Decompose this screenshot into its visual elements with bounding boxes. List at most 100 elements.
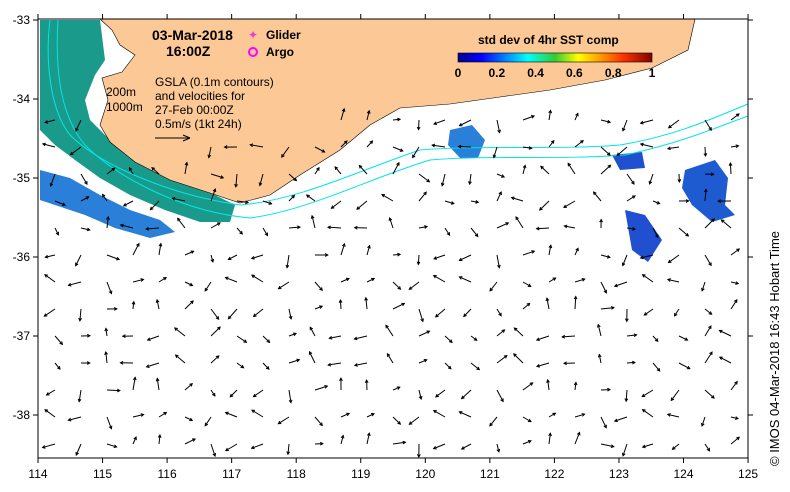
velocity-arrow <box>184 161 189 175</box>
velocity-arrow <box>184 416 194 422</box>
velocity-arrow <box>621 443 628 457</box>
velocity-arrow <box>262 200 273 205</box>
velocity-arrow <box>666 146 680 151</box>
velocity-arrow <box>145 362 160 368</box>
velocity-arrow <box>704 218 716 229</box>
velocity-arrow <box>210 355 220 364</box>
velocity-arrow <box>340 107 346 121</box>
velocity-arrow <box>548 139 555 148</box>
velocity-arrow <box>224 276 238 283</box>
velocity-arrow <box>158 242 163 256</box>
velocity-arrow <box>432 409 446 418</box>
velocity-arrow <box>545 297 550 310</box>
velocity-arrow <box>652 200 661 205</box>
velocity-arrow <box>122 200 134 207</box>
velocity-arrow <box>496 389 504 403</box>
velocity-arrow <box>431 143 446 148</box>
velocity-arrow <box>366 244 371 256</box>
velocity-arrow <box>251 274 264 283</box>
velocity-arrow <box>366 277 376 283</box>
velocity-arrow <box>78 308 82 322</box>
velocity-arrow <box>173 327 186 337</box>
velocity-arrow <box>250 443 264 450</box>
velocity-arrow <box>227 254 238 261</box>
velocity-arrow <box>574 247 579 256</box>
velocity-arrow <box>678 335 689 341</box>
velocity-arrow <box>288 389 293 404</box>
velocity-arrow <box>288 173 298 182</box>
velocity-arrow <box>252 308 264 318</box>
velocity-arrow <box>666 413 680 418</box>
velocity-arrow <box>418 173 431 183</box>
velocity-arrow <box>151 166 160 175</box>
velocity-arrow <box>340 412 351 418</box>
velocity-arrow <box>366 140 374 148</box>
x-axis-ticks: 114 115 116 117 118 119 120 121 122 123 124 125 <box>28 14 758 481</box>
velocity-arrow <box>392 386 401 391</box>
velocity-arrow <box>535 362 550 368</box>
velocity-arrow <box>703 188 708 202</box>
velocity-arrow <box>535 226 550 231</box>
colorbar-tick-label: 0.4 <box>527 66 544 80</box>
velocity-arrow <box>648 173 654 185</box>
velocity-arrow <box>704 351 713 364</box>
velocity-arrow <box>356 200 368 210</box>
y-axis-ticks: -33 -34 -35 -36 -37 -38 <box>13 13 753 422</box>
velocity-arrow <box>262 362 270 370</box>
velocity-arrow <box>41 443 56 449</box>
velocity-arrow <box>730 281 740 285</box>
velocity-arrow <box>44 119 56 124</box>
velocity-arrow <box>204 281 212 292</box>
velocity-arrow <box>392 440 407 445</box>
velocity-arrow <box>416 119 421 131</box>
velocity-arrow <box>366 432 371 445</box>
velocity-arrow <box>600 305 615 310</box>
velocity-arrow <box>730 380 738 391</box>
velocity-arrow <box>340 434 345 445</box>
velocity-arrow <box>418 191 427 202</box>
velocity-arrow <box>210 222 221 229</box>
velocity-arrow <box>67 281 82 287</box>
velocity-arrow <box>288 194 296 202</box>
velocity-arrow <box>548 432 552 445</box>
annotation-line-4: 0.5m/s (1kt 24h) <box>155 117 242 131</box>
velocity-arrow <box>670 389 680 402</box>
colorbar-tick-label: 0.8 <box>605 66 622 80</box>
velocity-arrow <box>561 334 576 339</box>
velocity-arrow <box>310 214 316 229</box>
velocity-arrow <box>75 443 82 456</box>
x-tick-label: 122 <box>544 467 564 481</box>
velocity-arrow <box>249 143 264 148</box>
velocity-arrow <box>433 254 446 260</box>
velocity-arrow <box>626 360 636 365</box>
glider-marker-icon: ✦ <box>248 28 258 42</box>
velocity-arrow <box>434 308 446 318</box>
velocity-arrow <box>54 335 64 346</box>
velocity-arrow <box>392 281 402 290</box>
velocity-arrow <box>704 389 715 399</box>
velocity-arrow <box>460 389 472 400</box>
velocity-arrow <box>444 200 455 205</box>
velocity-arrow <box>704 119 712 132</box>
velocity-arrow <box>392 161 400 175</box>
velocity-arrow <box>626 195 636 202</box>
velocity-arrow <box>720 219 732 229</box>
velocity-arrow <box>574 277 586 283</box>
velocity-arrow <box>470 200 480 204</box>
velocity-arrow <box>597 353 602 364</box>
velocity-arrow <box>184 438 197 445</box>
velocity-arrow <box>132 278 145 283</box>
velocity-arrow <box>704 172 715 177</box>
velocity-arrow <box>353 362 368 367</box>
velocity-arrow <box>106 443 118 449</box>
velocity-arrow <box>314 166 320 175</box>
velocity-arrow <box>314 253 329 257</box>
velocity-arrow <box>67 416 82 422</box>
velocity-arrow <box>600 416 607 429</box>
velocity-arrow <box>75 254 82 267</box>
velocity-arrow <box>730 248 741 256</box>
velocity-arrow <box>80 227 91 232</box>
velocity-arrow <box>596 323 602 337</box>
velocity-arrow <box>388 216 394 229</box>
velocity-arrow <box>330 200 342 209</box>
